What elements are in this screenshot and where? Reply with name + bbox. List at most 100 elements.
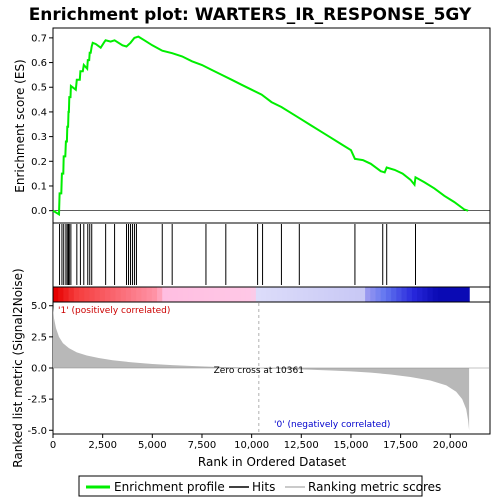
rank-color-segment (339, 287, 345, 302)
enrichment-profile-line (52, 35, 469, 217)
rank-color-segment (68, 287, 75, 302)
rank-color-segment (157, 287, 163, 302)
x-tick-label: 20,000 (433, 440, 468, 451)
rank-color-segment (131, 287, 137, 302)
x-tick-label: 10,000 (234, 440, 269, 451)
rank-color-segment (219, 287, 226, 302)
rank-color-segment (411, 287, 418, 302)
rank-color-segment (359, 287, 366, 302)
rank-color-segment (89, 287, 96, 302)
rank-color-segment (177, 287, 184, 302)
rank-color-segment (58, 287, 65, 302)
es-y-tick-label: 0.7 (31, 33, 47, 44)
metric-y-tick-label: 0.0 (31, 364, 47, 375)
rank-color-segment (354, 287, 361, 302)
chart-title: Enrichment plot: WARTERS_IR_RESPONSE_5GY (29, 5, 472, 25)
rank-color-segment (261, 287, 267, 302)
rank-color-segment (84, 287, 91, 302)
rank-color-segment (235, 287, 241, 302)
rank-color-segment (380, 287, 387, 302)
rank-color-segment (63, 287, 70, 302)
rank-color-segment (463, 287, 470, 302)
rank-color-segment (183, 287, 189, 302)
rank-color-segment (458, 287, 465, 302)
rank-color-segment (79, 287, 85, 302)
rank-color-segment (437, 287, 444, 302)
rank-color-segment (292, 287, 299, 302)
rank-color-segment (146, 287, 153, 302)
x-tick-label: 0 (50, 440, 56, 451)
ranking-metric-area (53, 307, 470, 431)
rank-color-segment (448, 287, 455, 302)
hits-group (59, 224, 417, 285)
negative-correlation-label: '0' (negatively correlated) (274, 420, 390, 430)
rank-color-segment (365, 287, 371, 302)
metric-y-axis-label: Ranked list metric (Signal2Noise) (11, 268, 25, 467)
rank-color-segment (266, 287, 273, 302)
es-y-tick-label: 0.4 (31, 107, 47, 118)
rank-color-segment (370, 287, 377, 302)
rank-color-segment (99, 287, 106, 302)
rank-color-segment (344, 287, 351, 302)
metric-y-tick-label: 2.5 (31, 332, 47, 343)
x-tick-label: 17,500 (383, 440, 418, 451)
rank-color-segment (276, 287, 283, 302)
es-y-axis-label: Enrichment score (ES) (13, 59, 27, 192)
rank-color-segment (385, 287, 392, 302)
rank-color-segment (281, 287, 288, 302)
es-y-tick-label: 0.5 (31, 83, 47, 94)
legend-label-hits: Hits (252, 480, 275, 494)
rank-color-segment (172, 287, 179, 302)
rank-color-segment (443, 287, 449, 302)
es-y-tick-label: 0.6 (31, 58, 47, 69)
hits-panel (52, 222, 491, 288)
rank-color-segment (422, 287, 429, 302)
es-y-tick-label: 0.2 (31, 157, 47, 168)
metric-y-tick-label: 5.0 (31, 301, 47, 312)
rank-color-segment (255, 287, 262, 302)
rank-color-segment (151, 287, 158, 302)
legend-box (78, 475, 423, 497)
rank-color-segment (401, 287, 408, 302)
x-tick-label: 15,000 (333, 440, 368, 451)
metric-x-axis: 0 2,500 5,000 7,500 10,000 12,500 15,000 17,500… (50, 434, 468, 451)
rank-color-segment (391, 287, 397, 302)
zero-cross-label: Zero cross at 10361 (214, 366, 304, 376)
rank-color-segment (271, 287, 278, 302)
rank-color-segment (396, 287, 403, 302)
metric-y-tick-label: -5.0 (27, 426, 47, 437)
rank-color-segment (375, 287, 382, 302)
rank-color-segment (125, 287, 132, 302)
rank-color-segment (115, 287, 122, 302)
x-axis-label: Rank in Ordered Dataset (198, 455, 346, 469)
metric-y-axis: 5.0 2.5 0.0 -2.5 -5.0 (27, 301, 53, 437)
rank-color-segment (141, 287, 148, 302)
rank-color-segment (193, 287, 200, 302)
rank-color-segment (307, 287, 314, 302)
es-y-tick-label: 0.3 (31, 132, 47, 143)
rank-color-segment (167, 287, 174, 302)
legend-label-enrichment: Enrichment profile (114, 480, 225, 494)
rank-color-segment (245, 287, 252, 302)
rank-color-segment (162, 287, 169, 302)
rank-color-segment (432, 287, 439, 302)
rank-color-segment (297, 287, 304, 302)
es-y-tick-label: 0.1 (31, 181, 47, 192)
rank-color-segment (406, 287, 413, 302)
rank-color-segment (53, 287, 59, 302)
rank-color-segment (240, 287, 247, 302)
rank-color-segment (313, 287, 319, 302)
rank-color-bar (52, 286, 491, 303)
es-y-tick-label: 0.0 (31, 206, 47, 217)
rank-color-segment (105, 287, 111, 302)
rank-color-segment (209, 287, 215, 302)
rank-color-segment (318, 287, 325, 302)
rank-color-segment (224, 287, 231, 302)
rank-color-segment (203, 287, 210, 302)
rank-color-segment (453, 287, 460, 302)
rank-color-segment (214, 287, 221, 302)
rank-color-segment (94, 287, 101, 302)
rank-color-segment (328, 287, 335, 302)
rank-color-segment (427, 287, 434, 302)
